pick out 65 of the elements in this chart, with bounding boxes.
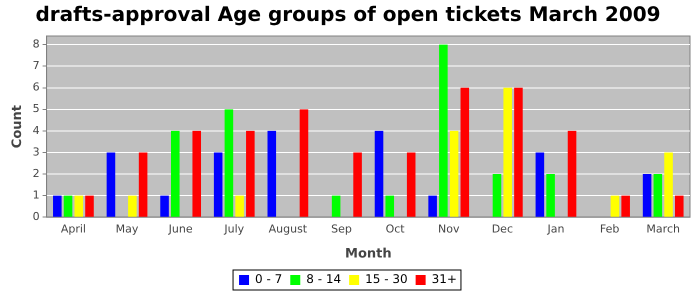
bar [385,196,394,217]
legend-label: 15 - 30 [365,272,408,286]
bar [160,196,169,217]
x-tick-label: Sep [331,222,352,236]
x-tick-label: Jan [546,222,564,236]
legend-label: 31+ [432,272,457,286]
y-tick-label: 7 [32,59,40,72]
legend-label: 0 - 7 [255,272,282,286]
bar [642,174,652,217]
chart-title: drafts-approval Age groups of open tickets March 2009 [35,2,661,26]
bar [621,196,630,217]
bar [674,196,684,217]
bar [138,152,148,217]
bar [332,196,340,217]
y-tick-label: 0 [32,210,40,224]
x-tick-label: May [116,222,139,236]
bar [170,130,180,217]
bar [300,109,308,217]
y-tick-label: 2 [32,166,40,180]
bar [428,196,437,217]
y-tick-label: 1 [32,188,40,202]
x-tick-label: Nov [438,222,460,236]
bar [450,130,458,217]
y-tick-label: 6 [32,80,40,94]
x-tick-label: March [646,222,680,236]
x-tick-label: Oct [386,222,406,236]
bar [503,88,512,217]
bar [492,174,502,217]
x-tick-label: Dec [492,222,513,236]
bar [214,152,222,217]
bar [664,152,673,217]
y-tick-label: 4 [32,124,40,137]
bar [74,196,84,217]
bar [374,130,384,217]
x-tick-label: August [268,222,308,236]
y-tick-label: 8 [32,37,40,50]
bar [514,88,523,217]
bar [85,196,94,217]
y-tick-label: 3 [32,145,40,158]
legend-label: 8 - 14 [306,272,342,286]
bar [106,152,116,217]
bar [460,88,470,217]
bar [53,196,62,217]
x-tick-label: April [60,222,86,236]
bar [536,152,544,217]
bar [246,130,255,217]
bar [546,174,555,217]
bar [224,109,234,217]
x-tick-label: June [168,222,193,236]
bar [192,130,202,217]
bar [235,196,244,217]
x-tick-label: Feb [600,222,620,236]
x-tick-label: July [223,222,245,236]
bar [64,196,72,217]
bar [353,152,362,217]
bar [610,196,620,217]
bar [128,196,137,217]
y-axis-title: Count [10,105,26,148]
bar [654,174,662,217]
bar [268,130,276,217]
bar [568,130,576,217]
bar [406,152,416,217]
y-tick-label: 5 [32,102,40,116]
bar [439,44,448,217]
x-axis-title: Month [345,246,392,262]
